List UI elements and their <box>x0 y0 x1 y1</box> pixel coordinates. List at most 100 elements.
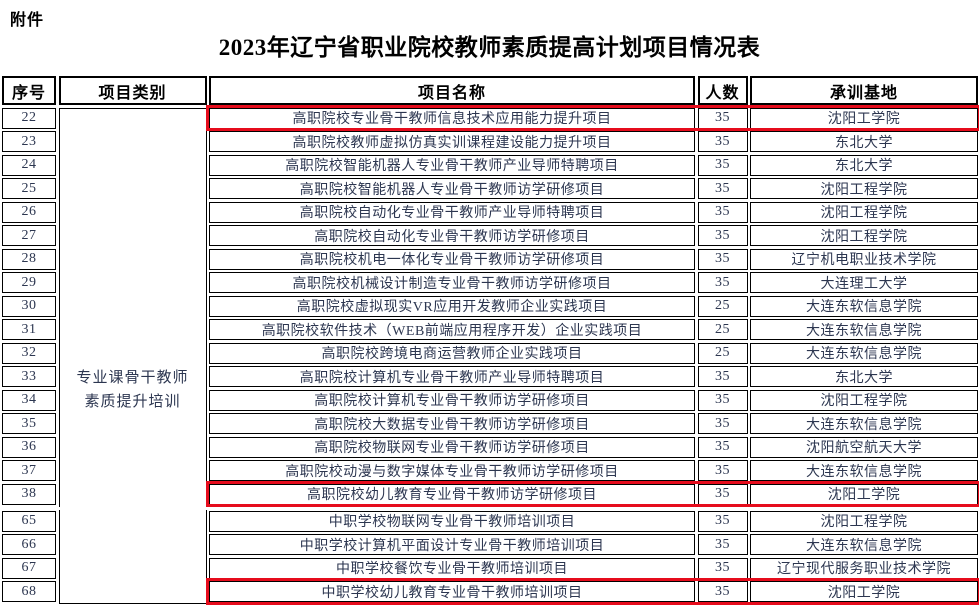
project-name-cell: 高职院校机械设计制造专业骨干教师访学研修项目 <box>209 272 695 293</box>
count-cell: 35 <box>697 248 748 270</box>
base-cell: 沈阳工程学院 <box>750 389 978 411</box>
category-spacer <box>58 342 207 364</box>
project-name-cell: 高职院校机电一体化专业骨干教师访学研修项目 <box>209 248 695 270</box>
base-cell: 东北大学 <box>750 154 978 176</box>
page-title: 2023年辽宁省职业院校教师素质提高计划项目情况表 <box>218 35 761 60</box>
count-cell: 35 <box>697 534 748 555</box>
category-spacer <box>58 131 207 152</box>
table-row: 36 高职院校物联网专业骨干教师访学研修项目 35 沈阳航空航天大学 <box>2 436 978 458</box>
count-cell: 35 <box>697 131 748 152</box>
project-name-cell: 中职学校计算机平面设计专业骨干教师培训项目 <box>209 534 695 555</box>
seq-cell: 37 <box>2 460 56 481</box>
seq-cell: 35 <box>2 413 56 434</box>
project-name-cell: 中职学校幼儿教育专业骨干教师培训项目 <box>209 581 695 602</box>
category-spacer <box>58 534 207 555</box>
table-block-2: 65 中职学校物联网专业骨干教师培训项目 35 沈阳工程学院 66 中职学校计算机平面设计… <box>2 510 979 605</box>
count-cell: 35 <box>697 557 748 579</box>
project-name-cell: 高职院校专业骨干教师信息技术应用能力提升项目 <box>209 107 695 129</box>
project-name-cell: 高职院校虚拟现实VR应用开发教师企业实践项目 <box>209 295 695 317</box>
table-row: 33 高职院校计算机专业骨干教师产业导师特聘项目 35 东北大学 <box>2 366 978 387</box>
seq-cell: 68 <box>2 581 56 602</box>
category-spacer <box>58 510 207 532</box>
project-name-cell: 高职院校物联网专业骨干教师访学研修项目 <box>209 436 695 458</box>
seq-cell: 32 <box>2 342 56 364</box>
base-cell: 沈阳工程学院 <box>750 178 978 199</box>
table-row: 26 高职院校自动化专业骨干教师产业导师特聘项目 35 沈阳工程学院 <box>2 201 978 223</box>
seq-cell: 38 <box>2 483 56 505</box>
table-row: 66 中职学校计算机平面设计专业骨干教师培训项目 35 大连东软信息学院 <box>2 534 978 555</box>
table-row: 29 高职院校机械设计制造专业骨干教师访学研修项目 35 大连理工大学 <box>2 272 978 293</box>
header-name: 项目名称 <box>209 76 695 105</box>
project-name-cell: 高职院校计算机专业骨干教师访学研修项目 <box>209 389 695 411</box>
base-cell: 大连东软信息学院 <box>750 295 978 317</box>
project-name-cell: 高职院校跨境电商运营教师企业实践项目 <box>209 342 695 364</box>
category-spacer <box>58 272 207 293</box>
table-row: 23 高职院校教师虚拟仿真实训课程建设能力提升项目 35 东北大学 <box>2 131 978 152</box>
base-cell: 大连东软信息学院 <box>750 460 978 481</box>
base-cell: 大连东软信息学院 <box>750 534 978 555</box>
category-spacer <box>58 483 207 505</box>
table-row: 25 高职院校智能机器人专业骨干教师访学研修项目 35 沈阳工程学院 <box>2 178 978 199</box>
table-row: 37 高职院校动漫与数字媒体专业骨干教师访学研修项目 35 大连东软信息学院 <box>2 460 978 481</box>
base-cell: 大连东软信息学院 <box>750 319 978 340</box>
category-spacer <box>58 154 207 176</box>
category-label-line2: 素质提升培训 <box>84 393 181 410</box>
seq-cell: 28 <box>2 248 56 270</box>
category-spacer <box>58 319 207 340</box>
count-cell: 35 <box>697 581 748 602</box>
base-cell: 东北大学 <box>750 131 978 152</box>
category-spacer <box>58 436 207 458</box>
base-cell: 沈阳工程学院 <box>750 510 978 532</box>
count-cell: 25 <box>697 295 748 317</box>
category-spacer <box>58 201 207 223</box>
table-row: 68 中职学校幼儿教育专业骨干教师培训项目 35 沈阳工学院 <box>2 578 979 605</box>
project-name-cell: 中职学校餐饮专业骨干教师培训项目 <box>209 557 695 579</box>
count-cell: 35 <box>697 225 748 246</box>
seq-cell: 23 <box>2 131 56 152</box>
category-spacer <box>58 248 207 270</box>
count-cell: 25 <box>697 319 748 340</box>
category-spacer <box>58 107 207 129</box>
header-count: 人数 <box>697 76 748 105</box>
count-cell: 35 <box>697 436 748 458</box>
base-cell: 辽宁机电职业技术学院 <box>750 248 978 270</box>
category-spacer <box>58 366 207 387</box>
project-name-cell: 高职院校智能机器人专业骨干教师访学研修项目 <box>209 178 695 199</box>
category-spacer <box>58 581 207 602</box>
seq-cell: 22 <box>2 107 56 129</box>
project-name-cell: 高职院校自动化专业骨干教师访学研修项目 <box>209 225 695 246</box>
count-cell: 35 <box>697 389 748 411</box>
category-label: 专业课骨干教师 素质提升培训 <box>59 367 207 414</box>
count-cell: 25 <box>697 342 748 364</box>
seq-cell: 31 <box>2 319 56 340</box>
category-spacer <box>58 557 207 579</box>
base-cell: 沈阳工学院 <box>750 581 978 602</box>
project-name-cell: 高职院校计算机专业骨干教师产业导师特聘项目 <box>209 366 695 387</box>
base-cell: 大连东软信息学院 <box>750 413 978 434</box>
category-spacer <box>58 295 207 317</box>
base-cell: 大连理工大学 <box>750 272 978 293</box>
seq-cell: 24 <box>2 154 56 176</box>
table-row: 34 高职院校计算机专业骨干教师访学研修项目 35 沈阳工程学院 <box>2 389 978 411</box>
count-cell: 35 <box>697 510 748 532</box>
table-row: 28 高职院校机电一体化专业骨干教师访学研修项目 35 辽宁机电职业技术学院 <box>2 248 978 270</box>
project-name-cell: 高职院校动漫与数字媒体专业骨干教师访学研修项目 <box>209 460 695 481</box>
count-cell: 35 <box>697 107 748 129</box>
seq-cell: 33 <box>2 366 56 387</box>
project-name-cell: 高职院校智能机器人专业骨干教师产业导师特聘项目 <box>209 154 695 176</box>
project-name-cell: 高职院校软件技术（WEB前端应用程序开发）企业实践项目 <box>209 319 695 340</box>
table-row: 32 高职院校跨境电商运营教师企业实践项目 25 大连东软信息学院 <box>2 342 978 364</box>
seq-cell: 30 <box>2 295 56 317</box>
count-cell: 35 <box>697 154 748 176</box>
header-category: 项目类别 <box>58 76 207 105</box>
table-row: 24 高职院校智能机器人专业骨干教师产业导师特聘项目 35 东北大学 <box>2 154 978 176</box>
project-name-cell: 中职学校物联网专业骨干教师培训项目 <box>209 510 695 532</box>
count-cell: 35 <box>697 460 748 481</box>
seq-cell: 34 <box>2 389 56 411</box>
table-row: 31 高职院校软件技术（WEB前端应用程序开发）企业实践项目 25 大连东软信息学院 <box>2 319 978 340</box>
project-name-cell: 高职院校教师虚拟仿真实训课程建设能力提升项目 <box>209 131 695 152</box>
table-header-row: 序号 项目类别 项目名称 人数 承训基地 <box>2 76 978 105</box>
base-cell: 沈阳工学院 <box>750 483 978 505</box>
project-name-cell: 高职院校幼儿教育专业骨干教师访学研修项目 <box>209 483 695 505</box>
